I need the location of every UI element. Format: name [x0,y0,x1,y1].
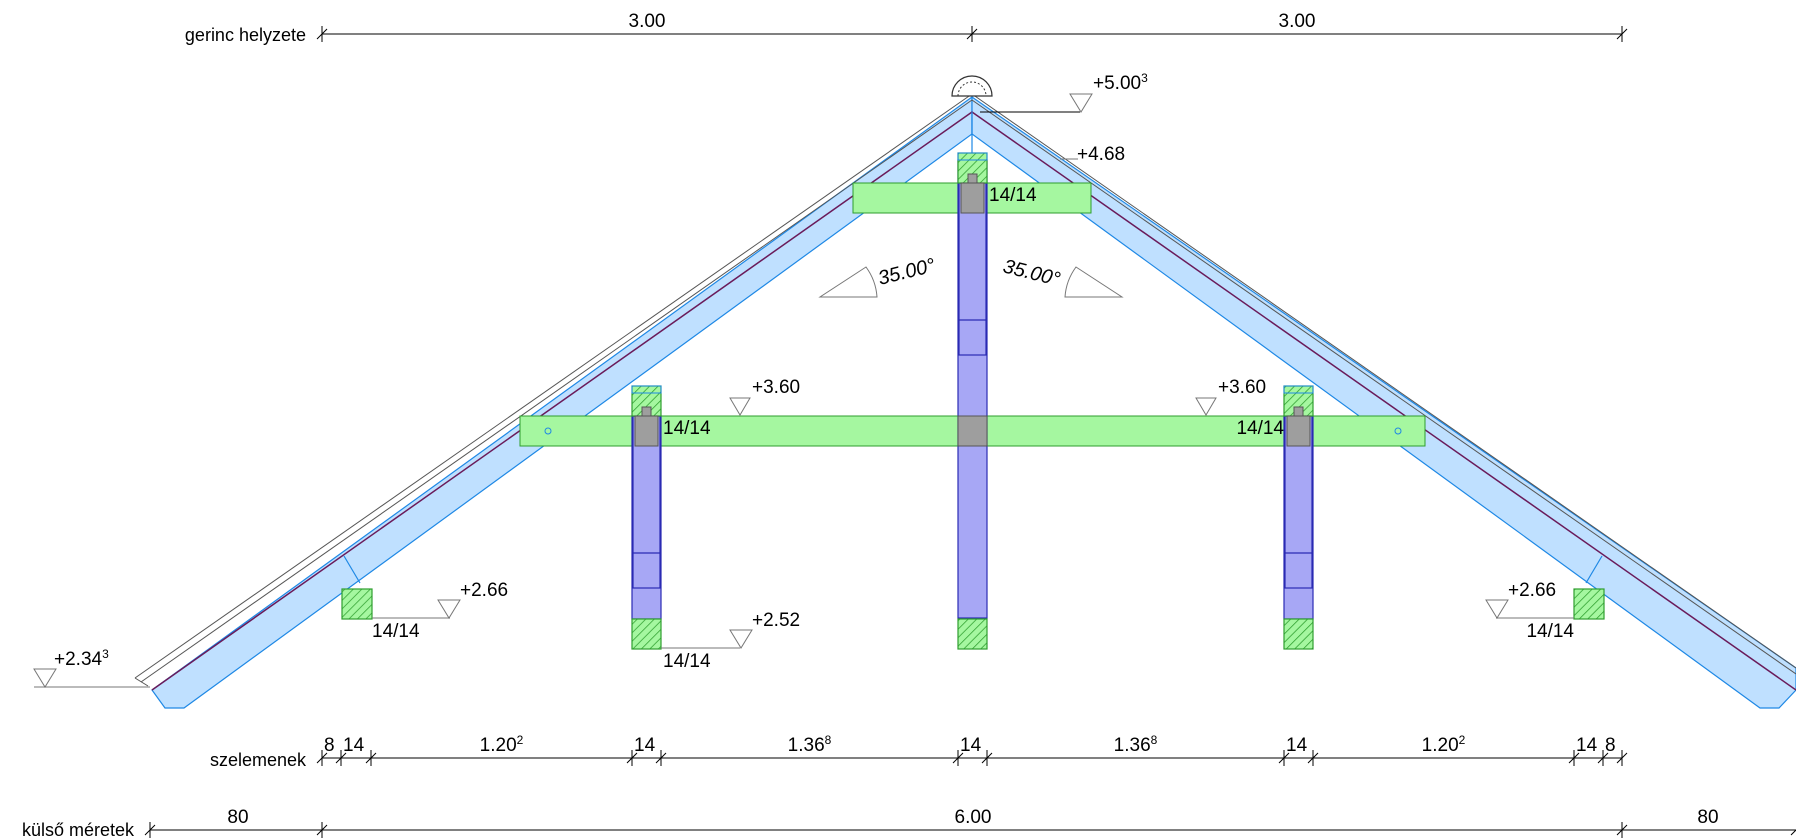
roof-covering [134,93,1796,687]
section-label-collar-left: 14/14 [663,418,711,439]
outer-dimension-label: külső méretek [22,820,135,840]
level-purlin-left-value: +2.66 [460,580,508,601]
left-rafter [151,95,973,709]
element-dimension-segment: 1.368 [1114,733,1158,756]
angle-label-left: 35.00° [876,254,938,289]
left-post [631,385,662,650]
ridge-dimension-left: 3.00 [629,11,666,32]
right-post-base [1283,618,1314,650]
level-marker-collar-right: +3.60 [1195,377,1266,416]
level-marker-post-base: +2.52 [661,610,800,649]
element-dimension-segment: 14 [1576,735,1598,756]
elements-dimension-row: szelemenek 8 14 1.202 14 1.368 14 1.368 14 1.202… [210,733,1628,770]
bolt-right [1394,427,1402,435]
level-eave-sup: 3 [102,647,109,661]
ridge-cap [951,75,993,97]
section-label-collar-right: 14/14 [1236,418,1284,439]
level-marker-top: +5.003 [980,71,1148,113]
dimension-ticks [316,26,1628,42]
element-dimension-segment: 1.202 [1422,733,1466,756]
center-post [957,152,988,650]
angle-marker-left: 35.00° [818,254,938,298]
elements-dimension-label: szelemenek [210,750,307,770]
element-dimension-segment: 14 [960,735,982,756]
right-eave-purlin [1573,588,1605,620]
level-ridge-inner-value: +4.68 [1077,144,1125,165]
element-dimension-segment: 8 [324,735,335,756]
level-top-sup: 3 [1141,71,1148,85]
section-label-top-beam: 14/14 [989,185,1037,206]
element-dimension-segment: 1.202 [480,733,524,756]
section-label-purlin-right: 14/14 [1526,621,1574,642]
element-dimension-segment: 14 [343,735,365,756]
level-marker-purlin-left: +2.66 [372,580,508,619]
element-dimension-segment: 14 [634,735,656,756]
svg-text:+5.003: +5.003 [1093,71,1148,94]
level-marker-ridge-inner: +4.68 [1060,144,1125,165]
level-top-value: +5.00 [1093,73,1141,94]
angle-label-right: 35.00° [1001,256,1063,291]
level-marker-collar-left: +3.60 [729,377,800,416]
ridge-dimension-right: 3.00 [1279,11,1316,32]
section-label-purlin-left: 14/14 [372,621,420,642]
outer-dimension-left: 80 [227,807,248,828]
level-eave-value: +2.34 [54,649,103,670]
rafters [151,95,1796,709]
center-post-base [957,618,988,650]
level-collar-left-value: +3.60 [752,377,800,398]
left-post-base [631,618,662,650]
level-collar-right-value: +3.60 [1218,377,1266,398]
outer-dimension-right: 80 [1697,807,1718,828]
right-rafter [971,95,1796,709]
element-dimension-segment: 8 [1605,735,1616,756]
level-marker-purlin-right: +2.66 [1485,580,1574,619]
outer-dimension-middle: 6.00 [955,807,992,828]
ridge-dimension-row: gerinc helyzete 3.00 3.00 [185,11,1628,45]
level-post-base-value: +2.52 [752,610,800,631]
svg-text:+2.343: +2.343 [54,647,109,670]
ridge-dimension-label: gerinc helyzete [185,25,306,45]
section-label-post-base: 14/14 [663,651,711,672]
angle-marker-right: 35.00° [1001,256,1124,298]
element-dimension-segment: 1.368 [788,733,832,756]
outer-dimension-row: külső méretek 80 6.00 80 [22,807,1796,840]
left-eave-purlin [341,588,373,620]
bolt-left [544,427,552,435]
element-dimension-segment: 14 [1286,735,1308,756]
level-purlin-right-value: +2.66 [1508,580,1556,601]
level-marker-eave: +2.343 [33,647,150,688]
right-post [1283,385,1314,650]
